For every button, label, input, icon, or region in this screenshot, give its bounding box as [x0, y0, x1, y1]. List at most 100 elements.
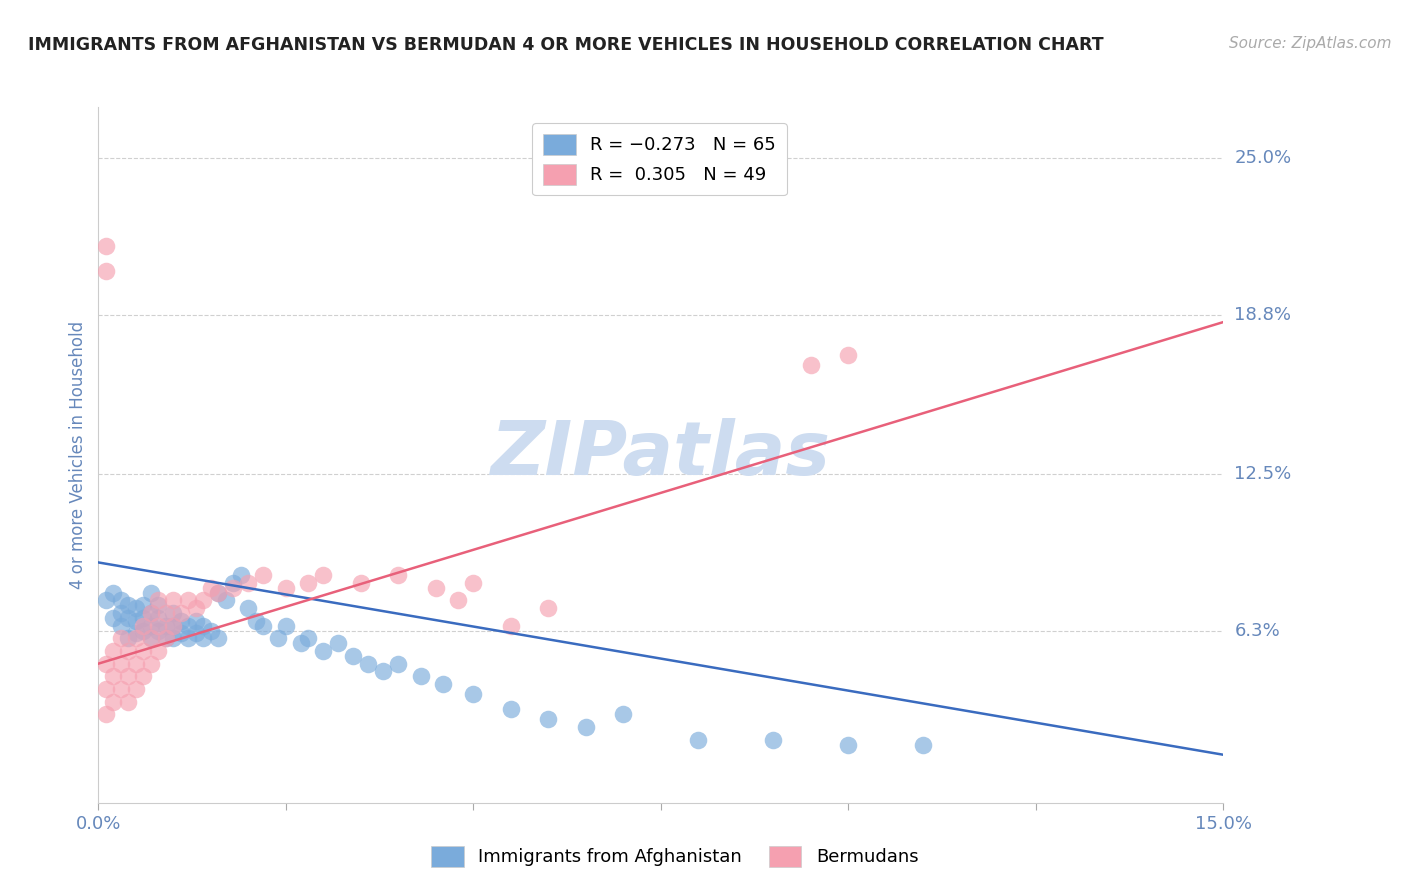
Point [447, 593, 470, 607]
Point [139, 586, 162, 600]
Point [837, 348, 859, 362]
Point [155, 618, 177, 632]
Text: 18.8%: 18.8% [1234, 305, 1291, 324]
Point [162, 606, 184, 620]
Point [94, 707, 117, 722]
Point [125, 632, 148, 646]
Text: Source: ZipAtlas.com: Source: ZipAtlas.com [1229, 36, 1392, 51]
Point [215, 593, 238, 607]
Point [463, 575, 485, 590]
Point [222, 575, 245, 590]
Point [132, 611, 155, 625]
Point [177, 593, 200, 607]
Point [132, 618, 155, 632]
Point [328, 636, 350, 650]
Text: ZIPatlas: ZIPatlas [491, 418, 831, 491]
Point [184, 601, 207, 615]
Point [110, 606, 132, 620]
Point [125, 681, 148, 696]
Point [342, 648, 364, 663]
Point [207, 586, 229, 600]
Point [297, 632, 319, 646]
Point [200, 624, 222, 638]
Point [117, 632, 139, 646]
Point [387, 568, 409, 582]
Point [162, 618, 184, 632]
Point [148, 618, 170, 632]
Point [688, 732, 710, 747]
Point [132, 644, 155, 658]
Point [499, 702, 522, 716]
Point [762, 732, 785, 747]
Point [193, 618, 215, 632]
Point [94, 681, 117, 696]
Point [222, 581, 245, 595]
Point [125, 657, 148, 671]
Point [537, 601, 560, 615]
Point [387, 657, 409, 671]
Text: IMMIGRANTS FROM AFGHANISTAN VS BERMUDAN 4 OR MORE VEHICLES IN HOUSEHOLD CORRELAT: IMMIGRANTS FROM AFGHANISTAN VS BERMUDAN … [28, 36, 1104, 54]
Point [575, 720, 598, 734]
Point [148, 624, 170, 638]
Point [170, 614, 193, 628]
Point [110, 681, 132, 696]
Point [139, 606, 162, 620]
Point [103, 611, 125, 625]
Point [432, 677, 454, 691]
Point [290, 636, 312, 650]
Point [193, 632, 215, 646]
Point [132, 669, 155, 683]
Point [132, 624, 155, 638]
Point [139, 606, 162, 620]
Point [463, 687, 485, 701]
Point [170, 626, 193, 640]
Point [94, 657, 117, 671]
Point [110, 618, 132, 632]
Text: 25.0%: 25.0% [1234, 149, 1292, 167]
Point [207, 586, 229, 600]
Point [125, 614, 148, 628]
Point [94, 264, 117, 278]
Point [238, 601, 260, 615]
Point [117, 599, 139, 613]
Point [94, 593, 117, 607]
Point [139, 618, 162, 632]
Legend: Immigrants from Afghanistan, Bermudans: Immigrants from Afghanistan, Bermudans [425, 838, 925, 874]
Point [155, 632, 177, 646]
Point [139, 657, 162, 671]
Point [193, 593, 215, 607]
Point [132, 599, 155, 613]
Text: 6.3%: 6.3% [1234, 622, 1279, 640]
Point [312, 644, 335, 658]
Point [177, 632, 200, 646]
Point [425, 581, 447, 595]
Text: 12.5%: 12.5% [1234, 465, 1292, 483]
Point [274, 618, 297, 632]
Point [117, 669, 139, 683]
Y-axis label: 4 or more Vehicles in Household: 4 or more Vehicles in Household [69, 321, 87, 589]
Point [252, 618, 274, 632]
Point [110, 657, 132, 671]
Point [117, 644, 139, 658]
Point [252, 568, 274, 582]
Point [837, 738, 859, 752]
Point [103, 644, 125, 658]
Point [110, 632, 132, 646]
Point [238, 575, 260, 590]
Point [103, 695, 125, 709]
Point [155, 632, 177, 646]
Point [162, 632, 184, 646]
Point [110, 593, 132, 607]
Point [184, 626, 207, 640]
Point [125, 601, 148, 615]
Point [162, 618, 184, 632]
Point [148, 644, 170, 658]
Point [103, 586, 125, 600]
Point [148, 599, 170, 613]
Point [537, 712, 560, 726]
Point [94, 239, 117, 253]
Point [148, 593, 170, 607]
Point [200, 581, 222, 595]
Point [274, 581, 297, 595]
Point [184, 614, 207, 628]
